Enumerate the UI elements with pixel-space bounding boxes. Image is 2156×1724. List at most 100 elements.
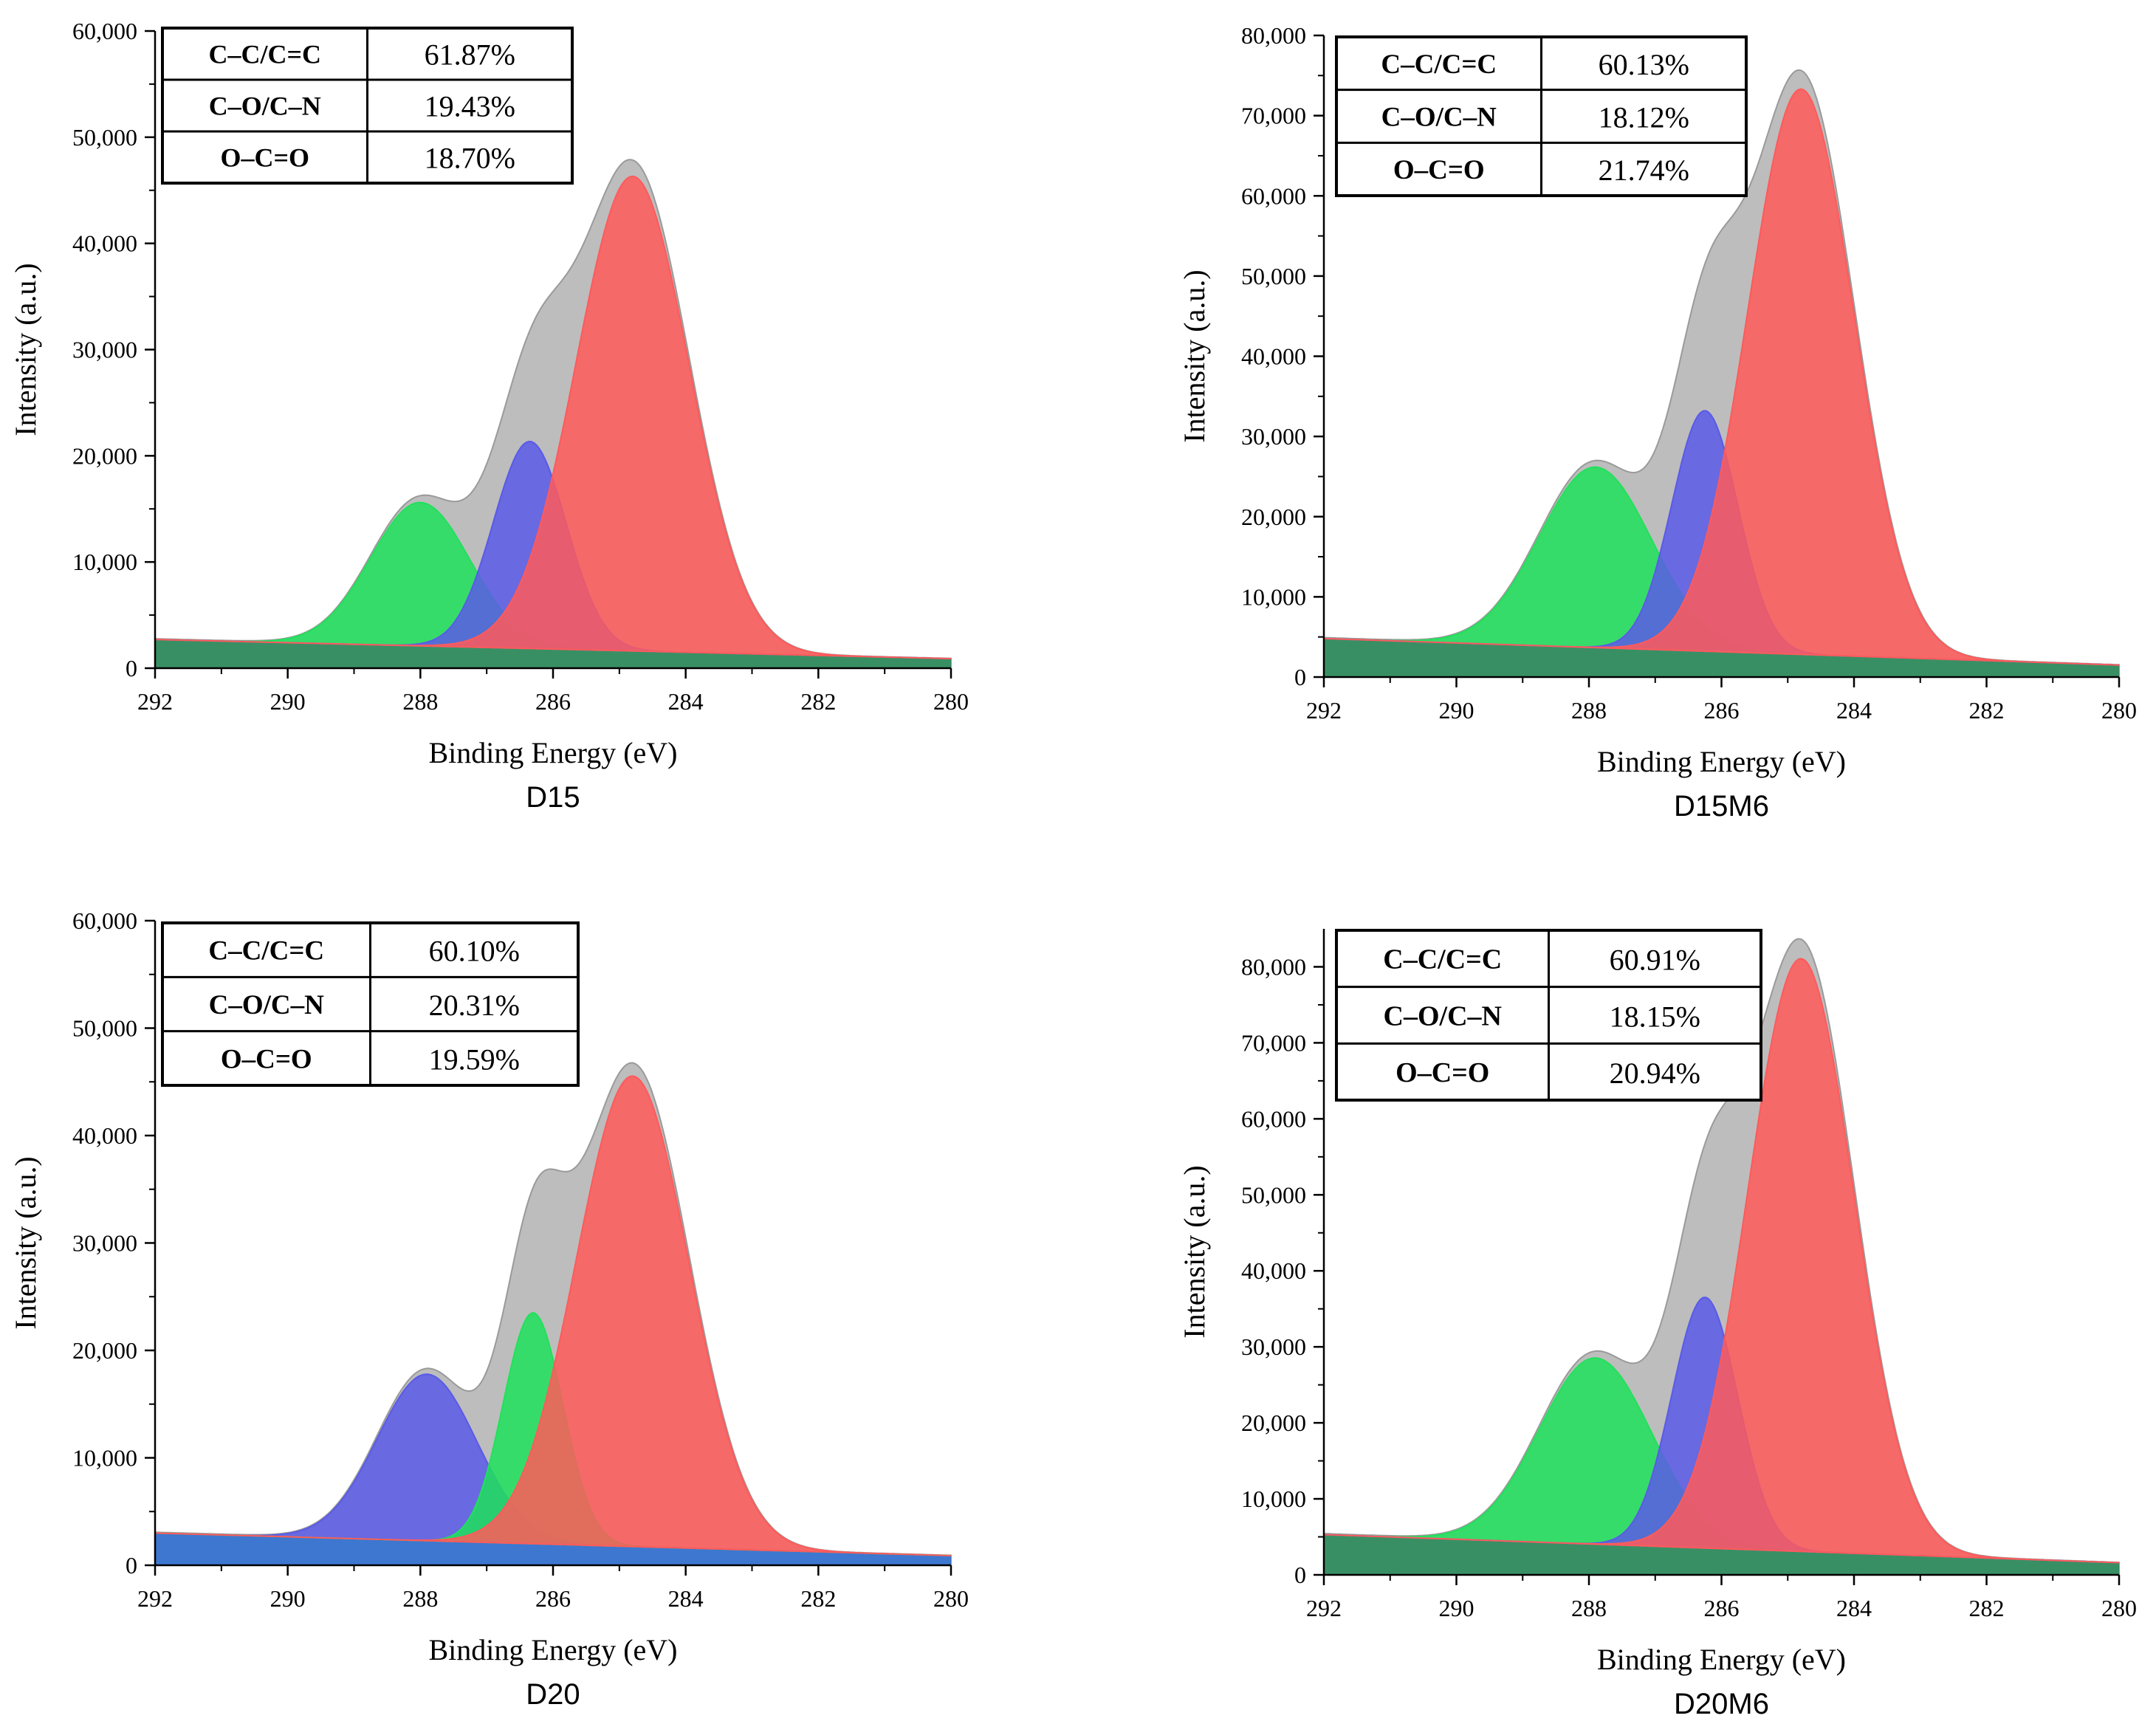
y-tick-label: 60,000 [72, 18, 137, 44]
y-tick-label: 50,000 [1241, 1181, 1306, 1208]
table-label-cell: C–C/C=C [1383, 944, 1502, 975]
x-tick-label: 292 [137, 688, 173, 715]
composition-table: C–C/C=C 60.13% C–O/C–N 18.12% O–C=O 21.74% [1335, 35, 1748, 197]
background-area [155, 1533, 951, 1565]
peak-red-2 [154, 175, 952, 660]
x-tick-label: 288 [1571, 1595, 1607, 1621]
table-label-cell: C–C/C=C [208, 40, 321, 69]
y-tick-label: 30,000 [1241, 1333, 1306, 1360]
table-value-cell: 61.87% [425, 38, 515, 72]
table-value-cell: 18.12% [1599, 100, 1689, 134]
y-tick-label: 0 [126, 655, 137, 681]
x-tick-label: 290 [270, 688, 306, 715]
panel-caption: D20M6 [1674, 1688, 1769, 1720]
table-value-cell: 18.70% [425, 142, 515, 175]
table-label-cell: C–O/C–N [209, 92, 321, 121]
background-area [1324, 638, 2119, 677]
x-tick-label: 282 [800, 1585, 836, 1612]
chart-panel-d15: 292 290 288 286 284 282 280 0 10,000 20,000 30,000… [9, 18, 969, 814]
panel-caption: D15 [526, 781, 580, 814]
table-value-cell: 18.15% [1610, 1000, 1700, 1033]
x-tick-label: 292 [1306, 1595, 1342, 1621]
x-tick-label: 290 [270, 1585, 306, 1612]
x-tick-label: 292 [137, 1585, 173, 1612]
y-tick-label: 20,000 [1241, 1409, 1306, 1436]
chart-panel-d15m6: 292 290 288 286 284 282 280 0 10,000 20,000 30,000… [1178, 22, 2137, 822]
x-tick-label: 284 [668, 688, 704, 715]
table-value-cell: 21.74% [1599, 154, 1689, 187]
peak-red-2 [1323, 958, 2120, 1564]
panel-caption: D20 [526, 1678, 580, 1711]
table-label-cell: O–C=O [1395, 1057, 1489, 1088]
table-label-cell: C–O/C–N [209, 990, 325, 1020]
y-tick-label: 60,000 [1241, 182, 1306, 209]
x-tick-label: 292 [1306, 697, 1342, 724]
y-tick-label: 40,000 [1241, 1257, 1306, 1284]
y-tick-label: 10,000 [1241, 1486, 1306, 1512]
table-value-cell: 20.31% [429, 989, 520, 1022]
x-tick-label: 286 [535, 1585, 571, 1612]
y-tick-label: 20,000 [1241, 504, 1306, 530]
table-label-cell: O–C=O [1393, 155, 1485, 185]
table-value-cell: 60.13% [1599, 48, 1689, 81]
y-tick-label: 10,000 [72, 1445, 137, 1471]
y-tick-label: 0 [1294, 1562, 1306, 1588]
x-tick-label: 288 [402, 1585, 438, 1612]
table-value-cell: 60.10% [429, 935, 520, 968]
composition-table: C–C/C=C 61.87% C–O/C–N 19.43% O–C=O 18.70% [161, 27, 574, 185]
composition-table: C–C/C=C 60.10% C–O/C–N 20.31% O–C=O 19.59% [161, 921, 580, 1087]
y-tick-label: 60,000 [1241, 1105, 1306, 1132]
table-label-cell: C–C/C=C [1381, 49, 1497, 80]
peak-red-2 [154, 1075, 952, 1556]
y-tick-label: 40,000 [72, 230, 137, 257]
y-tick-label: 30,000 [1241, 423, 1306, 450]
x-tick-label: 280 [2101, 697, 2137, 724]
y-tick-label: 50,000 [1241, 263, 1306, 289]
background-area [155, 639, 951, 668]
x-tick-label: 286 [535, 688, 571, 715]
composition-table: C–C/C=C 60.91% C–O/C–N 18.15% O–C=O 20.94% [1335, 929, 1762, 1102]
background-area [1324, 1534, 2119, 1575]
y-tick-label: 30,000 [72, 337, 137, 363]
y-tick-label: 20,000 [72, 442, 137, 469]
y-tick-label: 50,000 [72, 124, 137, 151]
y-tick-label: 70,000 [1241, 1029, 1306, 1056]
x-tick-label: 282 [1969, 1595, 2005, 1621]
y-axis-label: Intensity (a.u.) [9, 263, 42, 436]
x-tick-label: 284 [1836, 697, 1872, 724]
chart-panel-d20: 292 290 288 286 284 282 280 0 10,000 20,000 30,000… [9, 907, 969, 1711]
x-tick-label: 280 [2101, 1595, 2137, 1621]
x-axis-label: Binding Energy (eV) [429, 736, 678, 769]
x-tick-label: 290 [1439, 697, 1474, 724]
y-axis-label: Intensity (a.u.) [9, 1156, 42, 1329]
y-tick-label: 20,000 [72, 1337, 137, 1364]
x-tick-label: 282 [800, 688, 836, 715]
table-label-cell: C–O/C–N [1381, 102, 1497, 132]
table-value-cell: 60.91% [1610, 944, 1700, 977]
y-tick-label: 70,000 [1241, 103, 1306, 129]
y-axis-label: Intensity (a.u.) [1178, 269, 1211, 442]
x-tick-label: 284 [1836, 1595, 1872, 1621]
table-label-cell: C–C/C=C [208, 936, 324, 966]
y-axis-label: Intensity (a.u.) [1178, 1165, 1211, 1338]
y-tick-label: 50,000 [72, 1015, 137, 1042]
y-tick-label: 10,000 [72, 549, 137, 575]
table-label-cell: O–C=O [220, 143, 309, 173]
y-tick-label: 80,000 [1241, 953, 1306, 980]
x-tick-label: 280 [933, 1585, 969, 1612]
x-axis-label: Binding Energy (eV) [1597, 745, 1846, 778]
x-tick-label: 284 [668, 1585, 704, 1612]
y-tick-label: 0 [126, 1552, 137, 1579]
table-label-cell: O–C=O [221, 1044, 312, 1074]
chart-panel-d20m6: 292 290 288 286 284 282 280 0 10,000 20,000 30,000… [1178, 929, 2137, 1720]
x-tick-label: 290 [1439, 1595, 1474, 1621]
x-tick-label: 282 [1969, 697, 2005, 724]
x-tick-label: 288 [1571, 697, 1607, 724]
y-tick-label: 60,000 [72, 907, 137, 934]
table-value-cell: 19.43% [425, 90, 515, 123]
x-axis-label: Binding Energy (eV) [429, 1633, 678, 1666]
x-tick-label: 288 [402, 688, 438, 715]
x-tick-label: 280 [933, 688, 969, 715]
x-axis-label: Binding Energy (eV) [1597, 1643, 1846, 1676]
